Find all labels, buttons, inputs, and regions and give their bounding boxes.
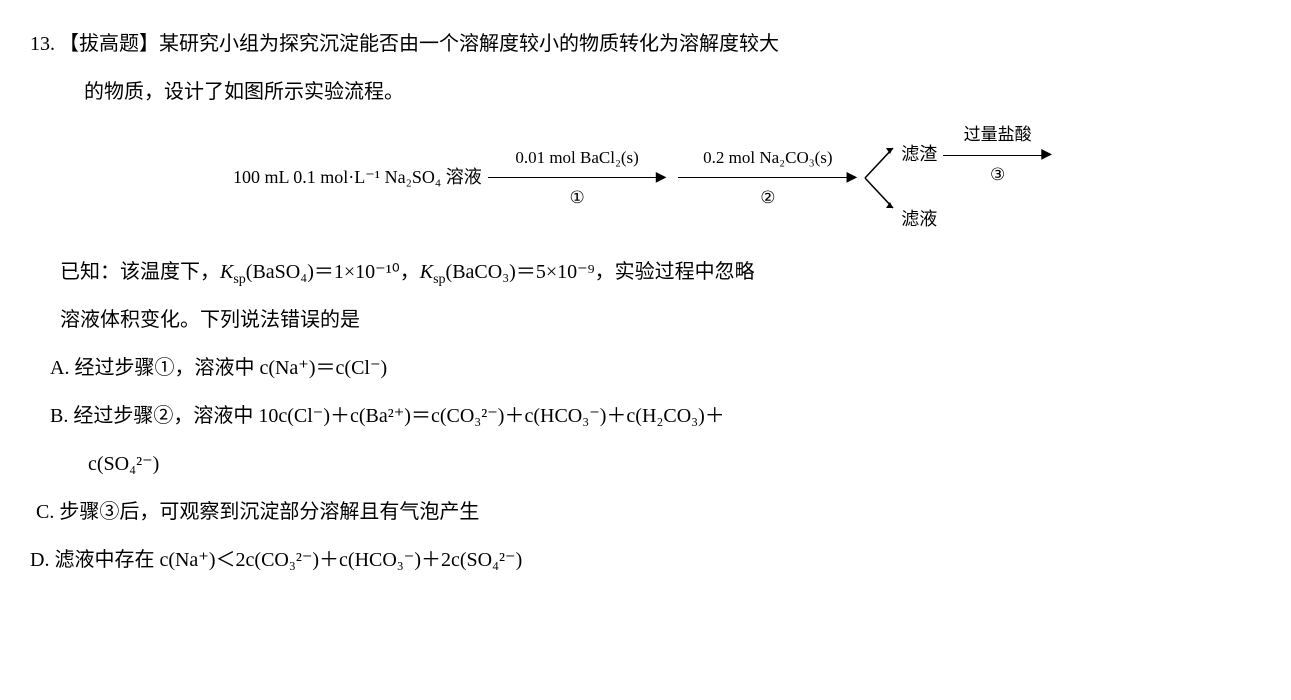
option-d: D. 滤液中存在 c(Na⁺)＜2c(CO₃²⁻)＋c(HCO₃⁻)＋2c(SO… [30, 536, 1261, 584]
stem-text-2: 的物质，设计了如图所示实验流程。 [84, 81, 404, 103]
arrow1-line [488, 177, 658, 178]
flow-start: 100 mL 0.1 mol·L⁻¹ Na₂SO₄ 溶液 [233, 166, 482, 189]
arrow3-top-label: 过量盐酸 [964, 124, 1032, 146]
option-b: B. 经过步骤②，溶液中 10c(Cl⁻)＋c(Ba²⁺)＝c(CO₃²⁻)＋c… [30, 392, 1261, 440]
arrow1-bottom-label: ① [569, 187, 584, 209]
arrow2-line [678, 177, 848, 178]
option-b-cont: c(SO₄²⁻) [30, 440, 1261, 488]
ksp1-sub: sp [233, 272, 245, 287]
option-d-label: D. [30, 549, 49, 571]
arrow2-top-label: 0.2 mol Na₂CO₃(s) [703, 147, 832, 169]
flow-arrow-1: 0.01 mol BaCl₂(s) ▶ ① [488, 147, 667, 209]
option-c-label: C. [36, 501, 54, 523]
branch-bottom-label: 滤液 [901, 208, 937, 231]
arrow3-line [943, 155, 1043, 156]
ksp2-expr: (BaCO₃)＝5×10⁻⁹，实验过程中忽略 [446, 261, 755, 283]
question-tag: 【拔高题】 [59, 33, 159, 55]
known-line1: 已知：该温度下，Ksp(BaSO₄)＝1×10⁻¹⁰，Ksp(BaCO₃)＝5×… [30, 248, 1261, 296]
branch-top-label: 滤渣 [901, 143, 937, 166]
flow-arrow-3: 过量盐酸 ▶ ③ [943, 124, 1052, 186]
branch-bracket-icon [863, 140, 897, 216]
flow-branch: 滤渣 过量盐酸 ▶ ③ 滤液 [863, 124, 1058, 232]
branch-top: 滤渣 过量盐酸 ▶ ③ [901, 124, 1058, 186]
flow-arrow-2: 0.2 mol Na₂CO₃(s) ▶ ② [678, 147, 857, 209]
option-b-label: B. [50, 405, 68, 427]
ksp1-symbol: K [220, 261, 233, 283]
option-a-label: A. [50, 357, 69, 379]
option-a-text: 经过步骤①，溶液中 c(Na⁺)＝c(Cl⁻) [74, 357, 387, 379]
question-stem-line2: 的物质，设计了如图所示实验流程。 [30, 68, 1261, 116]
option-d-text: 滤液中存在 c(Na⁺)＜2c(CO₃²⁻)＋c(HCO₃⁻)＋2c(SO₄²⁻… [54, 549, 522, 571]
option-a: A. 经过步骤①，溶液中 c(Na⁺)＝c(Cl⁻) [30, 344, 1261, 392]
arrow3-bottom-label: ③ [990, 164, 1005, 186]
option-b-text1: 经过步骤②，溶液中 10c(Cl⁻)＋c(Ba²⁺)＝c(CO₃²⁻)＋c(HC… [73, 405, 724, 427]
arrow1-top-label: 0.01 mol BaCl₂(s) [515, 147, 639, 169]
question-number: 13. [30, 33, 55, 55]
branch-bottom: 滤液 [901, 208, 1058, 231]
option-c-text: 步骤③后，可观察到沉淀部分溶解且有气泡产生 [59, 501, 479, 523]
arrow2-head-icon: ▶ [846, 169, 857, 187]
question-stem-line1: 13.【拔高题】某研究小组为探究沉淀能否由一个溶解度较小的物质转化为溶解度较大 [30, 20, 1261, 68]
ksp2-symbol: K [420, 261, 433, 283]
ksp1-expr: (BaSO₄)＝1×10⁻¹⁰， [246, 261, 420, 283]
arrow1-head-icon: ▶ [656, 169, 667, 187]
known-line2: 溶液体积变化。下列说法错误的是 [30, 296, 1261, 344]
option-c: C. 步骤③后，可观察到沉淀部分溶解且有气泡产生 [30, 488, 1261, 536]
ksp2-sub: sp [433, 272, 445, 287]
option-b-text2: c(SO₄²⁻) [88, 453, 159, 475]
arrow3-head-icon: ▶ [1041, 146, 1052, 164]
known-prefix: 已知：该温度下， [60, 261, 220, 283]
experiment-flowchart: 100 mL 0.1 mol·L⁻¹ Na₂SO₄ 溶液 0.01 mol Ba… [30, 116, 1261, 248]
known-line2-text: 溶液体积变化。下列说法错误的是 [60, 309, 360, 331]
stem-text-1: 某研究小组为探究沉淀能否由一个溶解度较小的物质转化为溶解度较大 [159, 33, 779, 55]
arrow2-bottom-label: ② [760, 187, 775, 209]
